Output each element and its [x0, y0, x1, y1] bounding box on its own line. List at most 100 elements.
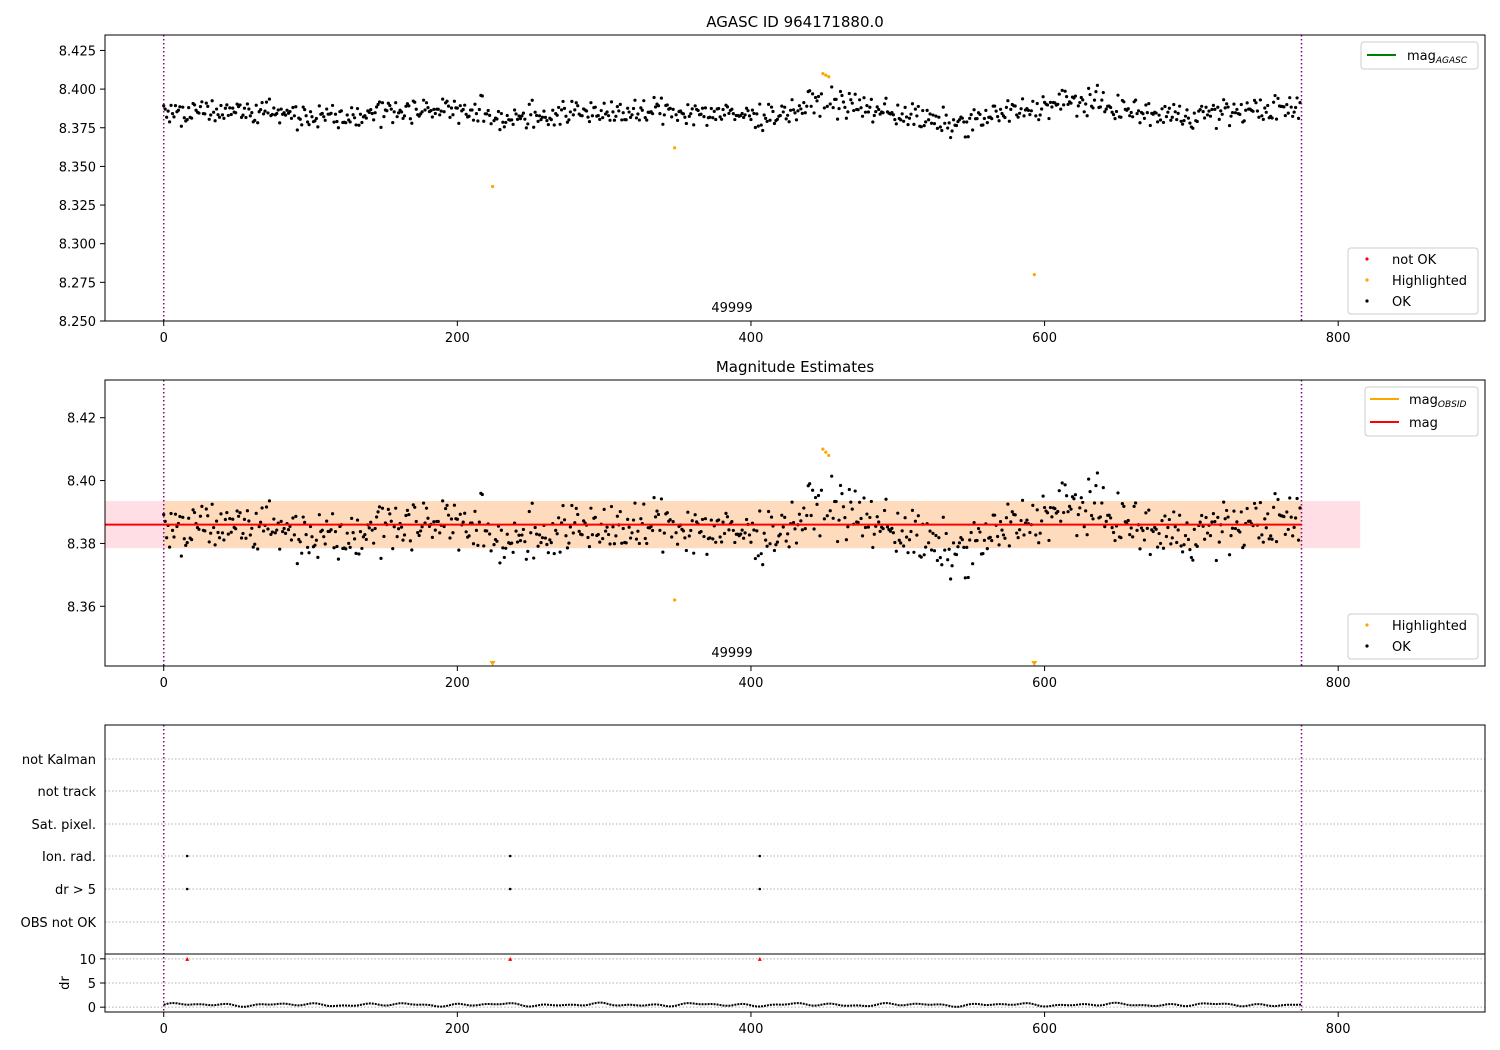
ok-point [835, 539, 840, 544]
ok-point [926, 118, 931, 122]
ok-point [1160, 107, 1164, 111]
ok-point [529, 113, 533, 117]
ok-point [1158, 541, 1163, 546]
ok-point [285, 108, 289, 112]
ok-point [599, 108, 603, 113]
ok-point [700, 517, 705, 522]
ok-point [872, 532, 876, 536]
ok-point [1289, 515, 1293, 519]
ok-point [653, 515, 658, 519]
ok-point [714, 540, 718, 544]
ok-point [397, 527, 401, 531]
ok-point [336, 557, 341, 561]
ok-point [926, 541, 931, 545]
ok-point [175, 524, 179, 529]
ok-point [1205, 113, 1210, 117]
x-tick-label: 200 [445, 676, 470, 691]
ok-point [1088, 92, 1092, 97]
ok-point [834, 499, 838, 504]
ok-point [269, 532, 273, 537]
ok-point [766, 102, 771, 106]
ok-point [204, 101, 208, 105]
ok-point [1031, 99, 1035, 103]
ok-point [445, 99, 449, 103]
ok-point [245, 509, 250, 513]
ok-point [639, 106, 643, 110]
ok-point [778, 532, 782, 536]
ok-point [869, 97, 873, 101]
ok-point [178, 514, 182, 519]
ok-point [273, 531, 277, 535]
ok-point [264, 505, 269, 509]
ok-point [438, 531, 442, 535]
ok-point [659, 96, 664, 100]
ok-point [746, 109, 750, 113]
ok-point [420, 525, 424, 529]
ok-point [372, 118, 376, 122]
ok-point [1142, 116, 1147, 120]
ok-point [1266, 103, 1270, 108]
ok-point [971, 128, 975, 132]
ok-point [266, 111, 270, 115]
ok-point [241, 113, 245, 117]
ok-point [1202, 116, 1207, 120]
ok-point [254, 511, 258, 515]
ok-point [998, 520, 1003, 524]
ok-point [256, 547, 260, 551]
ok-point [557, 105, 561, 110]
ok-point [1016, 536, 1020, 540]
ok-point [354, 551, 358, 555]
ok-point [441, 499, 445, 503]
ok-point [320, 111, 324, 116]
ok-point [355, 106, 360, 111]
ok-point [408, 117, 412, 121]
ok-point [897, 538, 901, 542]
ok-point [868, 105, 872, 109]
ok-point [517, 114, 521, 118]
ok-point [1085, 533, 1089, 537]
ok-point [803, 111, 807, 115]
ok-point [167, 545, 172, 549]
ok-point [1227, 553, 1232, 557]
ok-point [197, 527, 201, 531]
ok-point [865, 512, 869, 516]
ok-point [1073, 94, 1078, 98]
ok-point [1050, 105, 1054, 109]
ok-point [571, 113, 575, 117]
ok-point [549, 118, 553, 122]
ok-point [966, 135, 970, 139]
ok-point [225, 103, 229, 107]
ok-point [1095, 83, 1100, 87]
ok-point [584, 109, 589, 113]
ok-point [639, 517, 643, 521]
ok-point [784, 117, 788, 121]
ok-point [1217, 540, 1221, 544]
ok-point [486, 108, 490, 113]
ok-point [844, 116, 848, 120]
ok-point [943, 548, 947, 552]
ok-point [545, 118, 549, 123]
ok-point [527, 102, 531, 106]
ok-point [1161, 120, 1166, 125]
highlighted-point [824, 73, 828, 77]
ok-point [687, 534, 691, 538]
ok-point [1288, 96, 1292, 100]
highlighted-point [827, 453, 831, 458]
ok-point [405, 508, 410, 512]
ok-point [924, 545, 928, 549]
y-tick-label: 10 [79, 953, 96, 968]
ok-point [198, 105, 203, 109]
ok-point [317, 104, 321, 108]
ok-point [1138, 121, 1142, 125]
ok-point [426, 516, 430, 520]
ok-point [1000, 528, 1004, 532]
agasc-axes-frame [104, 34, 1486, 322]
ok-point [1229, 534, 1233, 538]
ok-point [828, 102, 832, 106]
ok-point [576, 104, 580, 108]
ok-point [615, 105, 619, 109]
ok-point [310, 115, 314, 119]
ok-point [270, 530, 274, 534]
ok-point [184, 543, 188, 547]
ok-point [755, 112, 759, 116]
